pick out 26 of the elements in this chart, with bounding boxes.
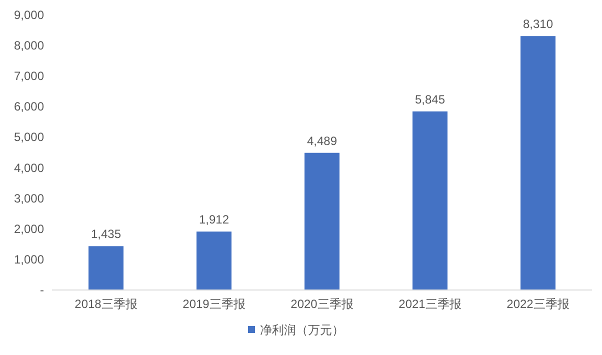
x-tick-label: 2018三季报: [74, 297, 138, 311]
y-tick-label: 9,000: [14, 8, 44, 22]
y-tick-label: 6,000: [14, 100, 44, 114]
bar: [196, 232, 232, 290]
bar: [412, 111, 448, 290]
text: 1,435: [90, 227, 122, 242]
text: 1,912: [198, 212, 230, 227]
y-tick-label: 8,000: [14, 38, 44, 53]
y-tick-label: 7,000: [14, 69, 44, 84]
text: 8,310: [522, 17, 554, 32]
y-tick-label: 3,000: [14, 191, 44, 206]
y-tick-label: 5,000: [14, 130, 44, 144]
x-tick-label: 2020三季报: [290, 297, 354, 311]
text: 4,489: [306, 134, 338, 148]
x-tick-label: 2021三季报: [398, 297, 462, 311]
legend-label: 净利润（万元）: [260, 323, 344, 337]
y-tick-label: 1,000: [14, 252, 44, 266]
bar: [520, 36, 556, 290]
y-tick-label: 2,000: [14, 222, 44, 236]
y-tick-label: 4,000: [14, 160, 44, 175]
bar: [304, 152, 340, 290]
y-tick-label: -: [40, 283, 44, 297]
x-tick-label: 2022三季报: [506, 297, 570, 311]
x-tick-label: 2019三季报: [182, 297, 246, 311]
bar: [88, 246, 124, 290]
text: 5,845: [414, 92, 446, 106]
